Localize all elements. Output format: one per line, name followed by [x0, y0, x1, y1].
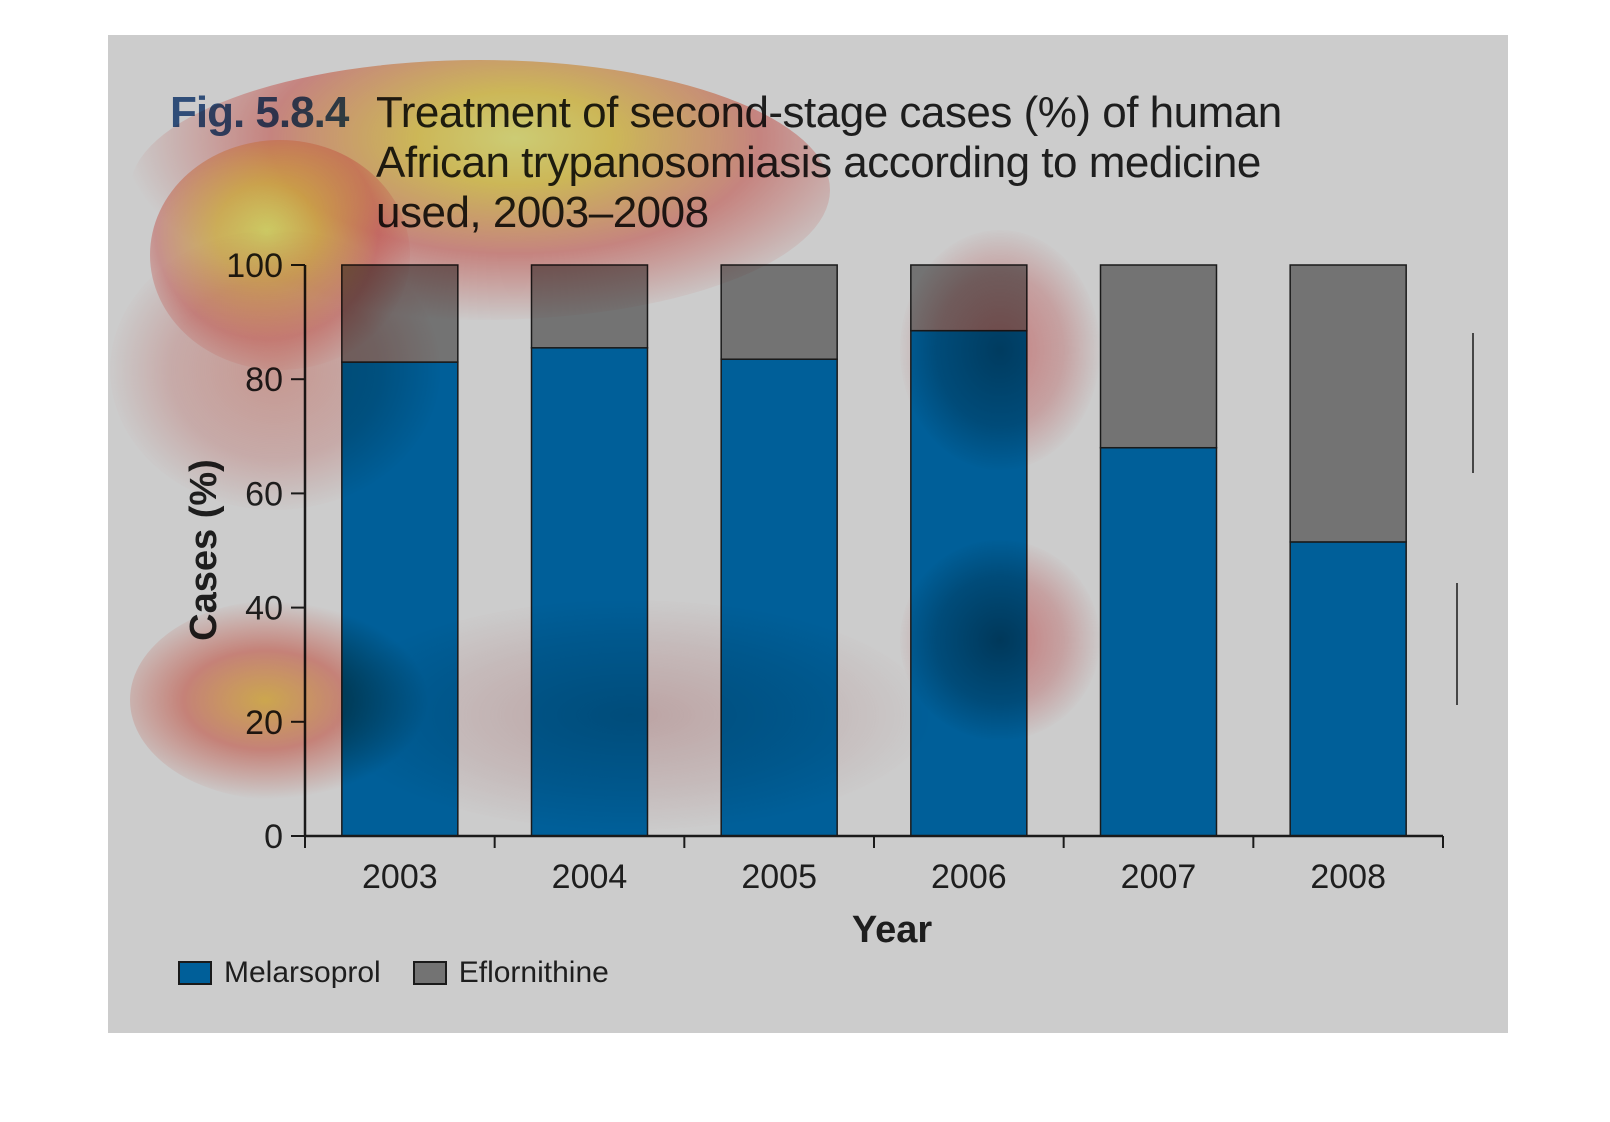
x-axis-title: Year — [852, 909, 933, 951]
bars-group — [341, 264, 1407, 837]
legend-label-melarsoprol: Melarsoprol — [224, 956, 381, 989]
legend-item-melarsoprol: Melarsoprol — [178, 956, 381, 990]
x-tick-label: 2008 — [1310, 858, 1386, 896]
bar-melarsoprol-2003 — [341, 361, 459, 837]
bar-melarsoprol-2004 — [530, 347, 649, 837]
x-tick-label: 2003 — [362, 858, 438, 896]
bar-melarsoprol-2006 — [910, 329, 1028, 837]
bar-eflornithine-2008 — [1289, 264, 1407, 543]
bar-eflornithine-2007 — [1099, 264, 1218, 449]
y-tick-label: 40 — [245, 590, 283, 628]
y-tick-label: 100 — [226, 247, 283, 285]
y-tick-label: 0 — [264, 818, 283, 856]
x-tick-label: 2005 — [741, 858, 817, 896]
x-tick-label: 2004 — [552, 858, 628, 896]
bar-eflornithine-2004 — [530, 264, 649, 349]
x-tick-label: 2007 — [1121, 858, 1197, 896]
legend-label-eflornithine: Eflornithine — [458, 956, 609, 989]
x-tick-label: 2006 — [931, 858, 1007, 896]
axes-group — [303, 265, 1443, 838]
y-ticks-group: 0 20 40 60 80 100 — [226, 247, 305, 856]
legend: Melarsoprol Eflornithine — [178, 956, 641, 990]
legend-swatch-melarsoprol — [178, 961, 212, 985]
legend-swatch-eflornithine — [412, 961, 447, 985]
y-axis-title: Cases (%) — [183, 459, 225, 641]
bar-melarsoprol-2005 — [720, 358, 838, 837]
bar-eflornithine-2005 — [720, 264, 838, 360]
y-tick-label: 60 — [245, 475, 283, 513]
bar-eflornithine-2003 — [341, 264, 459, 363]
bar-eflornithine-2006 — [910, 264, 1028, 332]
x-ticks-group: 2003 2004 2005 2006 2007 2008 — [304, 836, 1444, 896]
bar-melarsoprol-2008 — [1289, 541, 1407, 837]
y-tick-label: 20 — [245, 704, 283, 742]
legend-item-eflornithine: Eflornithine — [412, 956, 609, 990]
bar-melarsoprol-2007 — [1099, 446, 1218, 837]
y-tick-label: 80 — [245, 361, 283, 399]
